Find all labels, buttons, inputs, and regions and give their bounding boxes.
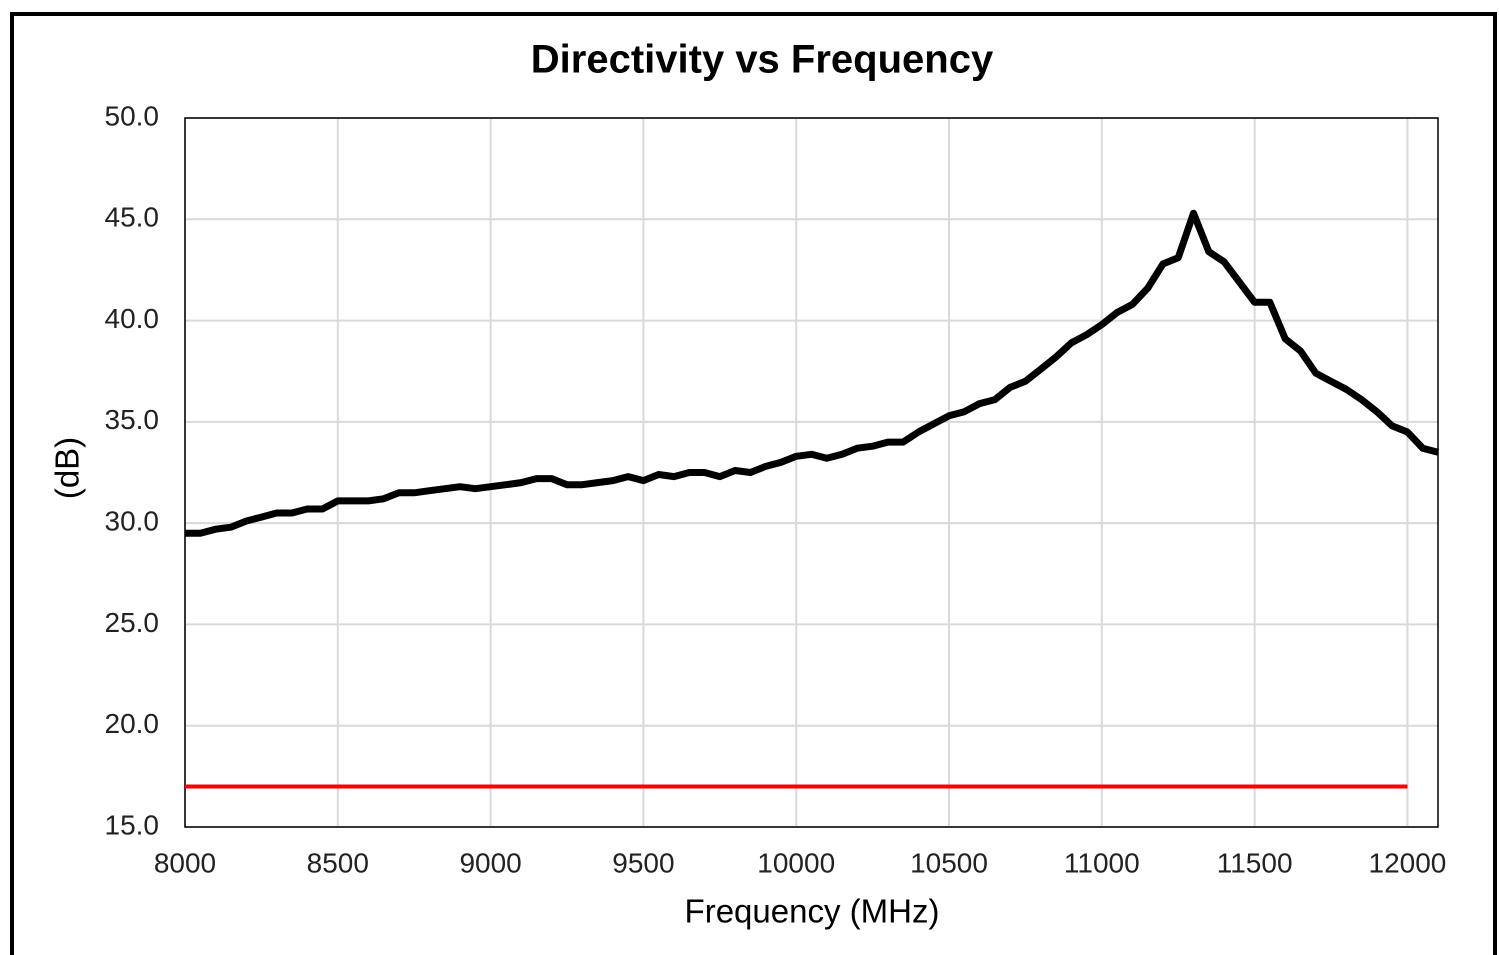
x-tick-label: 10000 [757,847,835,878]
plot-border [184,117,1439,828]
x-tick-label: 9500 [612,847,674,878]
y-tick-label: 45.0 [105,202,160,233]
chart-border [10,12,1497,955]
y-tick-label: 30.0 [105,506,160,537]
y-tick-label: 20.0 [105,708,160,739]
chart-title: Directivity vs Frequency [531,38,994,82]
x-tick-label: 12000 [1369,847,1447,878]
x-tick-label: 8000 [154,847,216,878]
y-tick-label: 50.0 [105,100,160,131]
x-tick-label: 10500 [910,847,988,878]
y-tick-label: 35.0 [105,404,160,435]
x-axis-label: Frequency (MHz) [685,893,940,930]
x-tick-label: 11000 [1064,847,1140,878]
y-axis-label: (dB) [49,437,86,499]
y-tick-label: 40.0 [105,303,160,334]
x-tick-label: 11500 [1217,847,1293,878]
y-tick-label: 25.0 [105,607,160,638]
x-tick-label: 8500 [307,847,369,878]
line-series [185,209,1439,537]
x-tick-label: 9000 [459,847,521,878]
y-tick-label: 15.0 [105,809,160,840]
